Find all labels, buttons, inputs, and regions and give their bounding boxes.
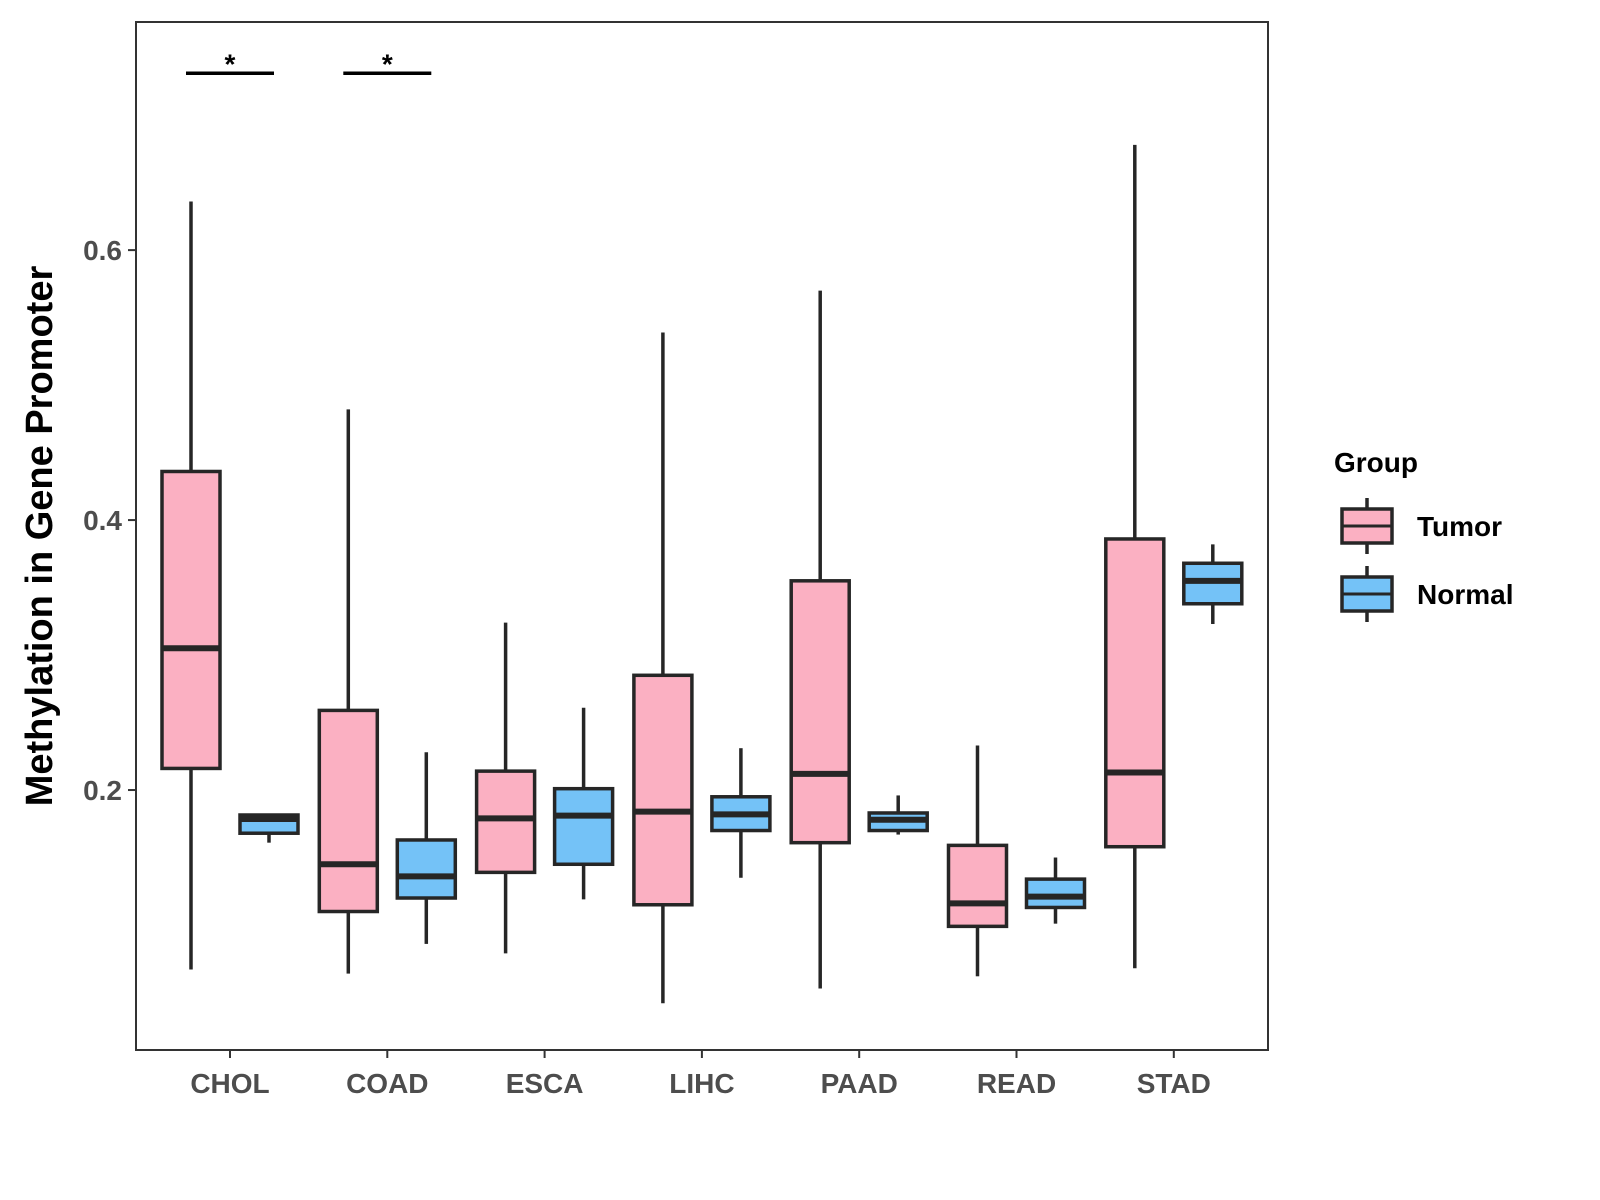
box-tumor-stad xyxy=(1104,144,1166,969)
y-tick-label: 0.4 xyxy=(83,505,122,536)
box-normal-lihc xyxy=(710,748,772,878)
significance-star: * xyxy=(225,48,236,79)
x-tick-label: PAAD xyxy=(821,1068,898,1099)
box-tumor-coad xyxy=(317,409,380,974)
x-tick-label: COAD xyxy=(346,1068,428,1099)
box xyxy=(395,838,458,900)
box-normal-esca xyxy=(552,707,615,900)
box xyxy=(317,708,380,914)
x-tick-label: LIHC xyxy=(669,1068,734,1099)
x-tick-label: CHOL xyxy=(190,1068,269,1099)
legend-item-tumor: Tumor xyxy=(1340,498,1502,554)
box xyxy=(946,843,1009,929)
significance-annotation-coad: * xyxy=(343,48,432,79)
box-normal-paad xyxy=(867,795,929,835)
x-tick-label: STAD xyxy=(1137,1068,1211,1099)
box xyxy=(160,469,222,771)
y-tick-label: 0.2 xyxy=(83,775,122,806)
box xyxy=(1024,877,1087,910)
box xyxy=(552,786,615,867)
significance-annotation-chol: * xyxy=(186,48,274,79)
legend-title: Group xyxy=(1334,447,1418,478)
box xyxy=(474,769,537,875)
box-tumor-read xyxy=(946,745,1009,977)
significance-star: * xyxy=(382,48,393,79)
box-normal-read xyxy=(1024,857,1087,924)
legend-label: Normal xyxy=(1417,579,1513,610)
box-tumor-esca xyxy=(474,622,537,954)
x-axis: CHOL COAD ESCA LIHC PAAD READ STAD xyxy=(190,1050,1211,1099)
legend-label: Tumor xyxy=(1417,511,1502,542)
y-axis: 0.2 0.4 0.6 xyxy=(83,235,136,806)
box-normal-stad xyxy=(1182,544,1244,625)
plot-marks: * * xyxy=(160,48,1244,1004)
legend: Group Tumor Normal xyxy=(1334,447,1513,622)
box-tumor-paad xyxy=(789,290,851,989)
box-tumor-lihc xyxy=(632,332,694,1004)
x-tick-label: ESCA xyxy=(506,1068,584,1099)
legend-item-normal: Normal xyxy=(1340,566,1513,622)
y-axis-label: Methylation in Gene Promoter xyxy=(19,266,61,807)
y-tick-label: 0.6 xyxy=(83,235,122,266)
x-tick-label: READ xyxy=(977,1068,1056,1099)
box-tumor-chol xyxy=(160,201,222,970)
plot-panel-border xyxy=(135,21,1269,1051)
box-normal-coad xyxy=(395,752,458,944)
box xyxy=(632,673,694,907)
box xyxy=(789,579,851,845)
box-normal-chol xyxy=(238,813,300,843)
box xyxy=(1104,537,1166,849)
